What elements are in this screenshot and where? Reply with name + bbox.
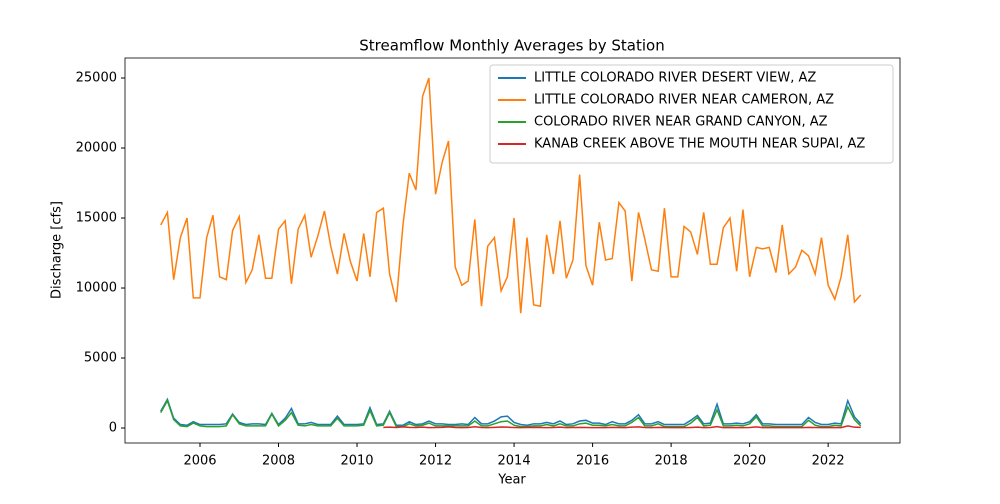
x-tick-label: 2020 — [733, 454, 766, 469]
y-axis-label: Discharge [cfs] — [50, 201, 65, 299]
series-line — [160, 77, 862, 314]
legend-label: KANAB CREEK ABOVE THE MOUTH NEAR SUPAI, … — [534, 137, 865, 152]
y-tick-label: 10000 — [76, 281, 117, 296]
chart-title: Streamflow Monthly Averages by Station — [359, 37, 664, 55]
legend-label: LITTLE COLORADO RIVER DESERT VIEW, AZ — [534, 71, 816, 86]
x-tick-label: 2016 — [576, 454, 609, 469]
legend-label: LITTLE COLORADO RIVER NEAR CAMERON, AZ — [534, 93, 834, 108]
legend-box — [489, 64, 894, 164]
x-tick-label: 2010 — [340, 454, 373, 469]
y-tick-label: 0 — [109, 421, 117, 436]
x-tick-label: 2022 — [812, 454, 845, 469]
x-tick-label: 2012 — [419, 454, 452, 469]
y-tick-label: 20000 — [76, 141, 117, 156]
legend-label: COLORADO RIVER NEAR GRAND CANYON, AZ — [534, 115, 828, 130]
plot-frame — [124, 57, 901, 444]
x-tick-label: 2008 — [262, 454, 295, 469]
x-tick-label: 2014 — [498, 454, 531, 469]
y-tick-label: 25000 — [76, 71, 117, 86]
series-line — [160, 398, 862, 428]
x-tick-label: 2006 — [183, 454, 216, 469]
x-tick-label: 2018 — [655, 454, 688, 469]
series-line — [160, 397, 862, 426]
y-tick-label: 15000 — [76, 211, 117, 226]
y-tick-label: 5000 — [84, 351, 117, 366]
x-axis-label: Year — [497, 473, 526, 488]
series-line — [383, 425, 861, 429]
legend: LITTLE COLORADO RIVER DESERT VIEW, AZ LIT… — [489, 64, 894, 164]
